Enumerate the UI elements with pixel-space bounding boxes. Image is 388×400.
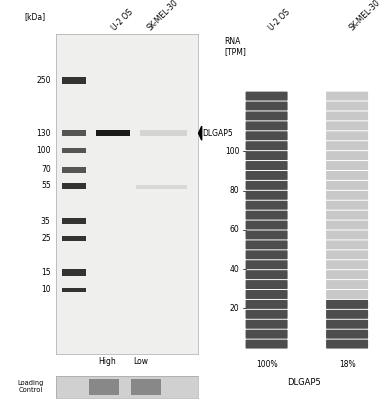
Text: 100%: 100% [256,360,277,370]
FancyBboxPatch shape [326,310,368,319]
FancyBboxPatch shape [326,191,368,200]
FancyBboxPatch shape [246,131,288,140]
FancyBboxPatch shape [246,171,288,180]
Bar [135,185,187,189]
FancyBboxPatch shape [326,181,368,190]
FancyBboxPatch shape [246,250,288,259]
Text: SK-MEL-30: SK-MEL-30 [146,0,180,32]
FancyBboxPatch shape [246,211,288,220]
Text: 80: 80 [230,186,240,195]
FancyBboxPatch shape [326,330,368,339]
FancyBboxPatch shape [246,320,288,329]
Text: 10: 10 [41,286,50,294]
FancyBboxPatch shape [326,92,368,100]
FancyBboxPatch shape [246,290,288,299]
Text: SK-MEL-30: SK-MEL-30 [347,0,381,32]
Text: 25: 25 [41,234,50,243]
FancyBboxPatch shape [326,220,368,230]
Text: 40: 40 [230,265,240,274]
FancyBboxPatch shape [62,236,86,241]
FancyBboxPatch shape [326,201,368,210]
FancyBboxPatch shape [62,269,86,276]
Text: 20: 20 [230,304,240,313]
Text: High: High [99,357,116,366]
FancyBboxPatch shape [62,288,86,292]
FancyBboxPatch shape [326,300,368,309]
FancyBboxPatch shape [326,270,368,279]
FancyBboxPatch shape [246,230,288,240]
Text: 130: 130 [36,129,50,138]
Bar [131,379,161,395]
FancyBboxPatch shape [246,191,288,200]
FancyBboxPatch shape [326,250,368,259]
Text: 18%: 18% [339,360,355,370]
FancyBboxPatch shape [246,280,288,289]
Text: RNA
[TPM]: RNA [TPM] [225,37,247,56]
FancyBboxPatch shape [62,168,86,172]
FancyBboxPatch shape [62,218,86,224]
Text: [kDa]: [kDa] [24,12,45,21]
Text: Low: Low [134,357,149,366]
FancyBboxPatch shape [326,151,368,160]
FancyBboxPatch shape [246,220,288,230]
Text: U-2 OS: U-2 OS [267,8,291,32]
FancyBboxPatch shape [326,171,368,180]
FancyBboxPatch shape [246,92,288,100]
Text: 55: 55 [41,182,50,190]
FancyBboxPatch shape [246,300,288,309]
FancyBboxPatch shape [326,260,368,269]
FancyBboxPatch shape [326,211,368,220]
FancyBboxPatch shape [326,141,368,150]
FancyBboxPatch shape [62,183,86,189]
Text: 250: 250 [36,76,50,85]
FancyBboxPatch shape [326,320,368,329]
FancyBboxPatch shape [326,340,368,348]
FancyBboxPatch shape [62,77,86,84]
Text: U-2 OS: U-2 OS [110,8,135,32]
Polygon shape [199,126,202,140]
FancyBboxPatch shape [246,161,288,170]
FancyBboxPatch shape [246,141,288,150]
Text: 100: 100 [225,147,240,156]
FancyBboxPatch shape [326,290,368,299]
FancyBboxPatch shape [326,161,368,170]
FancyBboxPatch shape [326,121,368,130]
FancyBboxPatch shape [246,151,288,160]
FancyBboxPatch shape [62,148,86,153]
FancyBboxPatch shape [326,230,368,240]
Text: DLGAP5: DLGAP5 [203,129,233,138]
FancyBboxPatch shape [246,240,288,249]
FancyBboxPatch shape [62,130,86,136]
FancyBboxPatch shape [326,131,368,140]
FancyBboxPatch shape [246,340,288,348]
FancyBboxPatch shape [246,102,288,110]
FancyBboxPatch shape [246,260,288,269]
FancyBboxPatch shape [326,240,368,249]
FancyBboxPatch shape [246,181,288,190]
FancyBboxPatch shape [246,201,288,210]
Text: 35: 35 [41,217,50,226]
Text: 15: 15 [41,268,50,277]
FancyBboxPatch shape [246,330,288,339]
Text: 60: 60 [230,225,240,234]
Text: 100: 100 [36,146,50,155]
Bar [96,130,130,136]
FancyBboxPatch shape [246,310,288,319]
Bar [140,130,187,136]
FancyBboxPatch shape [326,280,368,289]
FancyBboxPatch shape [246,270,288,279]
Bar [89,379,119,395]
FancyBboxPatch shape [326,112,368,120]
FancyBboxPatch shape [326,102,368,110]
FancyBboxPatch shape [246,112,288,120]
Text: DLGAP5: DLGAP5 [287,378,320,387]
Text: Loading
Control: Loading Control [18,380,44,394]
Text: 70: 70 [41,166,50,174]
FancyBboxPatch shape [246,121,288,130]
